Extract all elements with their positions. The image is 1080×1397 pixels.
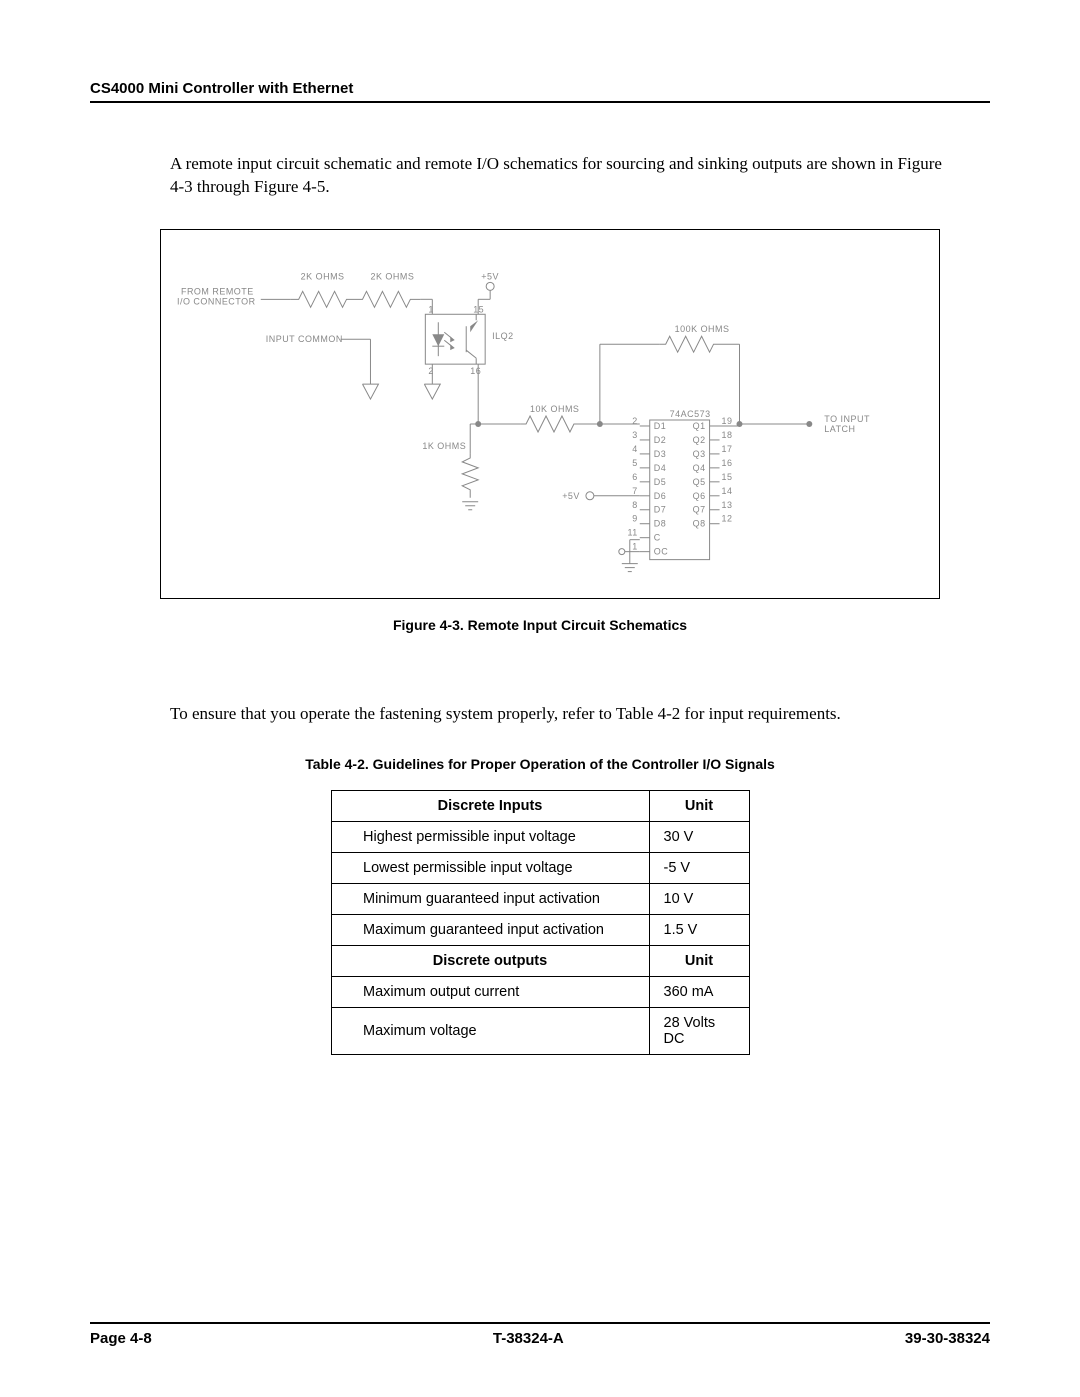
table-row: Maximum voltage28 Volts DC: [331, 1007, 749, 1054]
label-to-input-2: LATCH: [824, 424, 855, 434]
row-label: Highest permissible input voltage: [349, 821, 649, 852]
svg-text:Q4: Q4: [693, 463, 706, 473]
svg-text:13: 13: [722, 500, 733, 510]
label-100k: 100K OHMS: [675, 324, 730, 334]
label-p5v: +5V: [481, 271, 499, 281]
row-unit: 28 Volts DC: [649, 1007, 749, 1054]
svg-text:D7: D7: [654, 505, 666, 515]
page-footer: Page 4-8 T-38324-A 39-30-38324: [90, 1322, 990, 1347]
row-unit: 1.5 V: [649, 914, 749, 945]
row-gutter: [331, 976, 349, 1007]
footer-partno: 39-30-38324: [905, 1330, 990, 1347]
svg-text:D8: D8: [654, 519, 666, 529]
table-row: Maximum guaranteed input activation1.5 V: [331, 914, 749, 945]
svg-text:Q7: Q7: [693, 505, 706, 515]
label-from-remote-1: FROM REMOTE: [181, 286, 254, 296]
table-title: Table 4-2. Guidelines for Proper Operati…: [90, 756, 990, 772]
schematic-svg: FROM REMOTE I/O CONNECTOR 2K OHMS 2K OHM…: [171, 250, 929, 588]
svg-text:16: 16: [722, 458, 733, 468]
svg-text:D1: D1: [654, 421, 666, 431]
svg-text:Q1: Q1: [693, 421, 706, 431]
label-chip: 74AC573: [670, 409, 711, 419]
table-header-outputs: Discrete outputs Unit: [331, 945, 749, 976]
row-gutter: [331, 1007, 349, 1054]
figure-4-3-box: FROM REMOTE I/O CONNECTOR 2K OHMS 2K OHM…: [160, 229, 940, 599]
label-p5v-b: +5V: [562, 491, 580, 501]
svg-text:D2: D2: [654, 435, 666, 445]
svg-text:5: 5: [632, 458, 638, 468]
opto-pin-br: 16: [470, 366, 481, 376]
row-gutter: [331, 914, 349, 945]
opto-pin-bl: 2: [428, 366, 434, 376]
opto-pin-tl: 1: [428, 304, 434, 314]
label-10k: 10K OHMS: [530, 404, 579, 414]
opto-pin-tr: 15: [473, 304, 484, 314]
table-row: Minimum guaranteed input activation10 V: [331, 883, 749, 914]
row-label: Minimum guaranteed input activation: [349, 883, 649, 914]
label-from-remote-2: I/O CONNECTOR: [177, 296, 256, 306]
row-unit: 360 mA: [649, 976, 749, 1007]
svg-text:4: 4: [632, 444, 638, 454]
table-row: Highest permissible input voltage30 V: [331, 821, 749, 852]
svg-text:C: C: [654, 533, 661, 543]
row-label: Maximum voltage: [349, 1007, 649, 1054]
svg-text:14: 14: [722, 486, 733, 496]
svg-text:8: 8: [632, 500, 638, 510]
svg-text:17: 17: [722, 444, 733, 454]
footer-page: Page 4-8: [90, 1330, 152, 1347]
row-unit: 30 V: [649, 821, 749, 852]
page-header: CS4000 Mini Controller with Ethernet: [90, 80, 990, 103]
svg-text:Q2: Q2: [693, 435, 706, 445]
svg-text:6: 6: [632, 472, 638, 482]
row-gutter: [331, 883, 349, 914]
svg-text:D4: D4: [654, 463, 666, 473]
row-label: Maximum guaranteed input activation: [349, 914, 649, 945]
row-label: Lowest permissible input voltage: [349, 852, 649, 883]
row-gutter: [331, 821, 349, 852]
row-unit: -5 V: [649, 852, 749, 883]
row-gutter: [331, 852, 349, 883]
svg-text:D5: D5: [654, 477, 666, 487]
svg-text:2: 2: [632, 416, 638, 426]
label-to-input-1: TO INPUT: [824, 414, 870, 424]
th-unit-2: Unit: [649, 945, 749, 976]
label-2k-a: 2K OHMS: [301, 271, 345, 281]
svg-text:D3: D3: [654, 449, 666, 459]
th-discrete-inputs: Discrete Inputs: [331, 790, 649, 821]
table-header-inputs: Discrete Inputs Unit: [331, 790, 749, 821]
svg-text:11: 11: [627, 528, 637, 538]
label-input-common: INPUT COMMON: [266, 334, 343, 344]
th-unit-1: Unit: [649, 790, 749, 821]
svg-text:7: 7: [632, 486, 638, 496]
row-label: Maximum output current: [349, 976, 649, 1007]
svg-text:Q6: Q6: [693, 491, 706, 501]
chip-right-pins: 19 Q1 18 Q2 17 Q3 16 Q4 15 Q5 14 Q6 13 Q7 12 Q8: [693, 416, 733, 529]
svg-text:15: 15: [722, 472, 733, 482]
svg-text:9: 9: [632, 514, 638, 524]
svg-text:12: 12: [722, 514, 733, 524]
label-ilq2: ILQ2: [492, 331, 513, 341]
svg-text:1: 1: [632, 542, 638, 552]
io-table: Discrete Inputs Unit Highest permissible…: [331, 790, 750, 1055]
table-row: Maximum output current360 mA: [331, 976, 749, 1007]
svg-text:OC: OC: [654, 547, 668, 557]
svg-text:Q8: Q8: [693, 519, 706, 529]
svg-text:18: 18: [722, 430, 733, 440]
table-intro-paragraph: To ensure that you operate the fastening…: [170, 703, 950, 726]
label-1k: 1K OHMS: [422, 441, 466, 451]
svg-text:19: 19: [722, 416, 733, 426]
label-2k-b: 2K OHMS: [370, 271, 414, 281]
svg-text:Q3: Q3: [693, 449, 706, 459]
intro-paragraph: A remote input circuit schematic and rem…: [170, 153, 950, 199]
footer-doc: T-38324-A: [493, 1330, 564, 1347]
th-discrete-outputs: Discrete outputs: [331, 945, 649, 976]
svg-text:3: 3: [632, 430, 638, 440]
row-unit: 10 V: [649, 883, 749, 914]
table-row: Lowest permissible input voltage-5 V: [331, 852, 749, 883]
svg-text:Q5: Q5: [693, 477, 706, 487]
svg-text:D6: D6: [654, 491, 666, 501]
figure-caption: Figure 4-3. Remote Input Circuit Schemat…: [90, 617, 990, 633]
chip-left-pins: 2 D1 3 D2 4 D3 5 D4 6 D5 7 D6 8 D7 9 D8 11 C 1 OC: [627, 416, 668, 557]
page: CS4000 Mini Controller with Ethernet A r…: [0, 0, 1080, 1397]
